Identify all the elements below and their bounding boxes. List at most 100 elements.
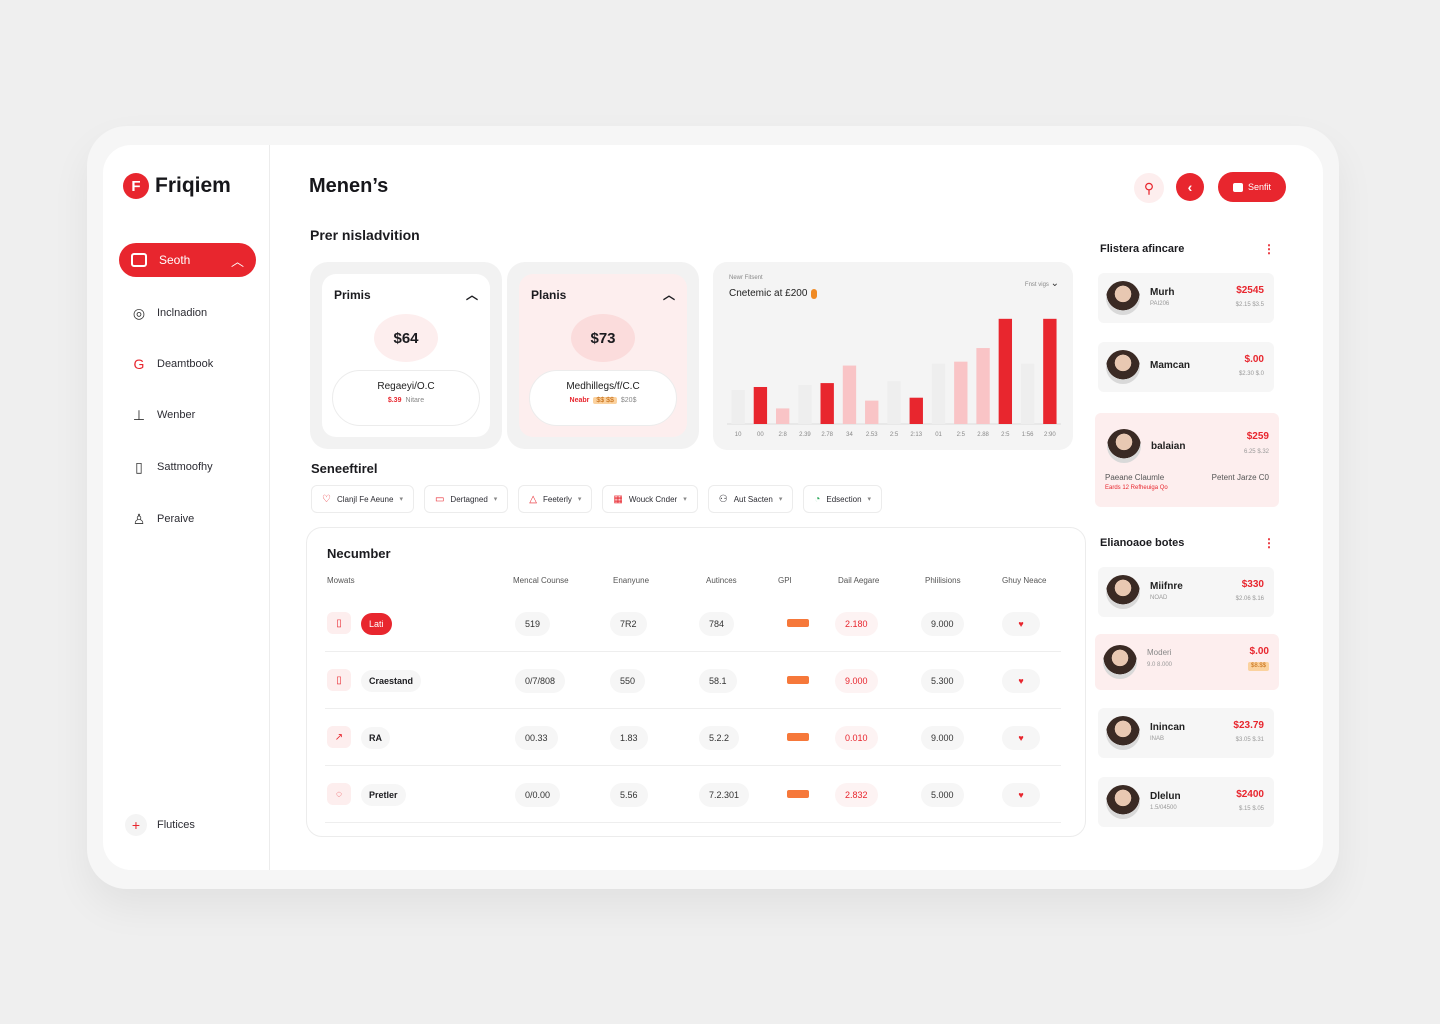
coin-icon xyxy=(811,288,818,299)
cell-philisions: 9.000 xyxy=(921,726,964,750)
table-header[interactable]: Mowats xyxy=(327,576,355,585)
brand[interactable]: F Friqiem xyxy=(123,173,231,199)
pin-icon: ⊥ xyxy=(132,406,146,423)
chart-bar[interactable] xyxy=(887,381,901,424)
plan-detail-em: $.39 xyxy=(387,397,402,404)
cell-philisions: 5.000 xyxy=(921,783,964,807)
sidebar-item-active[interactable]: Seoth ︿ xyxy=(119,243,256,277)
chart-bar[interactable] xyxy=(842,365,857,424)
back-button[interactable]: ‹ xyxy=(1176,173,1204,201)
table-header[interactable]: Enanyune xyxy=(613,576,650,585)
chevron-up-icon[interactable]: ︿ xyxy=(465,288,478,302)
chart-bar[interactable] xyxy=(909,397,923,424)
chart-bar[interactable] xyxy=(798,385,812,424)
sidebar-item-label: Sattmoofhy xyxy=(157,461,213,473)
table-header[interactable]: Mencal Counse xyxy=(513,576,569,585)
filter-chip-5[interactable]: ⚇ Aut Sacten ▾ xyxy=(707,485,794,513)
cell-enanyune: 5.56 xyxy=(610,783,648,807)
person-card[interactable]: Inincan INAB $23.79 $3.05 $.31 xyxy=(1098,708,1274,758)
chart-bar[interactable] xyxy=(976,348,990,424)
person-card[interactable]: Murh PAI206 $2545 $2.15 $3.5 xyxy=(1098,273,1274,323)
person-card[interactable]: Dlelun 1.5/04500 $2400 $.15 $.05 xyxy=(1098,777,1274,827)
chart-small-label: Newr Fitsent xyxy=(729,275,763,281)
more-vertical-icon[interactable]: ⋮ xyxy=(1263,536,1275,550)
sidebar-item-2[interactable]: G Deamtbook xyxy=(131,356,214,372)
section-title: Prer nisladvition xyxy=(310,227,420,243)
link-icon: ◎ xyxy=(132,304,146,321)
person-sub: 9.0 8.000 xyxy=(1147,662,1173,668)
sidebar-item-label: Deamtbook xyxy=(157,358,214,370)
plan-card-1[interactable]: Primis ︿ $64 Regaeyi/O.C $.39 Nitare xyxy=(310,262,502,449)
person-card[interactable]: Mamcan $.00 $2.30 $.0 xyxy=(1098,342,1274,392)
plus-icon: + xyxy=(125,814,147,836)
person-detail: Paeane Claumle xyxy=(1105,473,1165,482)
chart-bar[interactable] xyxy=(820,383,834,424)
gpi-indicator xyxy=(787,676,809,684)
gpi-indicator xyxy=(787,733,809,741)
cell-daily: 0.010 xyxy=(835,726,878,750)
person-amount: $23.79 xyxy=(1233,720,1264,731)
person-tag: $8.$$ xyxy=(1247,662,1269,671)
filter-chip-3[interactable]: △ Feeterly ▾ xyxy=(518,485,593,513)
sidebar-item-3[interactable]: ⊥ Wenber xyxy=(131,407,195,423)
heart-icon[interactable]: ♥ xyxy=(1002,612,1040,636)
chart-x-tick-label: 2:8 xyxy=(778,432,787,438)
chevron-up-icon[interactable]: ︿ xyxy=(662,288,675,302)
more-vertical-icon[interactable]: ⋮ xyxy=(1263,242,1275,256)
person-name: Murh xyxy=(1150,287,1175,298)
sidebar-footer-item[interactable]: + Flutices xyxy=(125,814,195,836)
table-header[interactable]: Dail Aegare xyxy=(838,576,880,585)
table-row[interactable]: ▯ Craestand 0/7/808 550 58.1 9.000 5.300… xyxy=(325,652,1061,709)
table-header[interactable]: Phlilisions xyxy=(925,576,961,585)
heart-icon[interactable]: ♥ xyxy=(1002,783,1040,807)
primary-action-button[interactable]: Senfit xyxy=(1218,172,1286,202)
person-amount-sub: $2.06 $.16 xyxy=(1235,596,1264,602)
table-header[interactable]: Autinces xyxy=(706,576,737,585)
person-card-expanded[interactable]: balaian $259 6.25 $.32 Paeane Claumle Ea… xyxy=(1095,413,1279,507)
heart-icon[interactable]: ♥ xyxy=(1002,726,1040,750)
cell-autinces: 58.1 xyxy=(699,669,737,693)
filter-chip-label: Feeterly xyxy=(543,494,572,504)
heart-icon[interactable]: ♥ xyxy=(1002,669,1040,693)
table-header[interactable]: GPI xyxy=(778,576,792,585)
caret-down-icon: ▾ xyxy=(683,496,687,503)
person-card[interactable]: Miifnre NOAD $330 $2.06 $.16 xyxy=(1098,567,1274,617)
chart-bar[interactable] xyxy=(731,389,745,424)
plan-detail-pill[interactable]: Medhillegs/f/C.C Neabr $$ $$ $20$ xyxy=(529,370,677,426)
plan-card-inner: Primis ︿ $64 Regaeyi/O.C $.39 Nitare xyxy=(322,274,490,437)
filter-chip-4[interactable]: ▦ Wouck Cnder ▾ xyxy=(602,485,698,513)
person-amount: $330 xyxy=(1241,579,1264,590)
sidebar-item-5[interactable]: ♙ Peraive xyxy=(131,510,195,527)
brand-logo-icon: F xyxy=(123,173,149,199)
person-amount: $2400 xyxy=(1236,789,1264,800)
table-row[interactable]: ◌ Pretler 0/0.00 5.56 7.2.301 2.832 5.00… xyxy=(325,766,1061,823)
filter-chip-1[interactable]: ♡ Clanjl Fe Aeune ▾ xyxy=(311,485,414,513)
person-detail-link[interactable]: Eards 12 Refheuiga Qo xyxy=(1105,485,1168,491)
chart-bar[interactable] xyxy=(775,408,790,424)
search-button[interactable]: ⚲ xyxy=(1134,173,1164,203)
row-name: Pretler xyxy=(361,784,406,806)
plan-card-2[interactable]: Planis ︿ $73 Medhillegs/f/C.C Neabr $$ $$… xyxy=(507,262,699,449)
chart-bar[interactable] xyxy=(931,363,946,424)
chart-bar[interactable] xyxy=(1020,363,1035,424)
primary-action-label: Senfit xyxy=(1247,182,1271,192)
table-row[interactable]: ▯ Lati 519 7R2 784 2.180 9.000 ♥ xyxy=(325,595,1061,652)
filter-chip-2[interactable]: ▭ Dertagned ▾ xyxy=(423,485,509,513)
filter-chip-6[interactable]: ◔ Edsection ▾ xyxy=(803,485,883,513)
chart-bar[interactable] xyxy=(1043,318,1057,424)
chart-bar[interactable] xyxy=(753,386,768,424)
person-card-selected[interactable]: Moderi 9.0 8.000 $.00 $8.$$ xyxy=(1095,634,1279,690)
chart-bar[interactable] xyxy=(998,318,1013,424)
chart-bar[interactable] xyxy=(954,361,968,424)
person-amount: $.00 xyxy=(1244,354,1264,365)
sidebar-item-label: Peraive xyxy=(157,513,195,525)
sidebar-item-4[interactable]: ▯ Sattmoofhy xyxy=(131,459,213,475)
plan-name: Planis xyxy=(531,288,567,302)
person-icon: ♙ xyxy=(132,510,146,527)
table-header[interactable]: Ghuy Neace xyxy=(1002,576,1047,585)
table-row[interactable]: ↗ RA 00.33 1.83 5.2.2 0.010 9.000 ♥ xyxy=(325,709,1061,766)
chart-bar[interactable] xyxy=(865,400,879,424)
chart-range-select[interactable]: Fnst vigs ⌄ xyxy=(1025,278,1059,289)
plan-detail-pill[interactable]: Regaeyi/O.C $.39 Nitare xyxy=(332,370,480,426)
sidebar-item-1[interactable]: ◎ Inclnadion xyxy=(131,305,207,321)
